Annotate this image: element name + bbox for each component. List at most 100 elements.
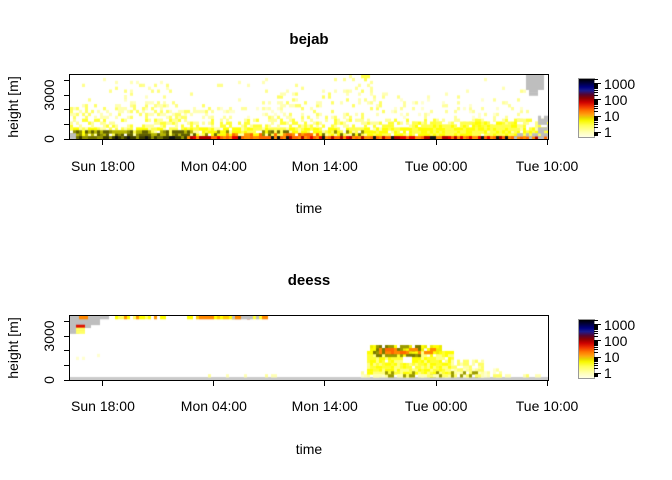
- axis-tick: [594, 110, 598, 112]
- legend-tick-label-100: 100: [604, 333, 628, 349]
- axis-tick: [594, 358, 598, 360]
- x-tick-labels-bejab: Sun 18:00 Mon 04:00 Mon 14:00 Tue 00:00 …: [0, 158, 672, 176]
- heatmap-deess: [70, 316, 548, 380]
- axis-tick: [594, 123, 598, 125]
- axis-tick: [64, 379, 70, 381]
- axis-tick: [594, 376, 598, 378]
- axis-tick: [594, 86, 598, 88]
- x-tick-label: Sun 18:00: [71, 398, 135, 414]
- axis-tick: [64, 335, 70, 337]
- axis-tick: [594, 135, 598, 137]
- y-tick-label-3000-deess: 3000: [41, 320, 57, 352]
- axis-tick: [594, 100, 598, 102]
- axis-tick: [213, 140, 215, 145]
- y-tick-label-0-bejab: 0: [41, 135, 57, 143]
- y-axis-label-bejab: height [m]: [5, 76, 21, 138]
- x-tick-labels-deess: Sun 18:00 Mon 04:00 Mon 14:00 Tue 00:00 …: [0, 398, 672, 416]
- axis-tick: [594, 325, 598, 327]
- axis-tick: [594, 342, 598, 343]
- axis-tick: [64, 364, 70, 366]
- x-tick-label: Tue 10:00: [515, 158, 579, 174]
- axis-tick: [64, 123, 70, 125]
- axis-tick: [594, 126, 598, 128]
- legend-tick-label-1: 1: [604, 365, 612, 381]
- axis-tick: [64, 350, 70, 352]
- legend-tick-label-10: 10: [604, 108, 620, 124]
- axis-tick: [594, 104, 598, 106]
- axis-tick: [594, 107, 598, 109]
- axis-tick: [594, 99, 601, 101]
- axis-tick: [594, 332, 598, 334]
- axis-tick: [594, 361, 598, 363]
- x-tick-label: Sun 18:00: [71, 158, 135, 174]
- x-axis-label-deess: time: [295, 441, 323, 457]
- x-tick-label: Mon 04:00: [180, 398, 247, 414]
- legend-colorbar-bejab: [578, 78, 595, 138]
- axis-tick: [594, 325, 598, 327]
- axis-tick: [594, 373, 598, 375]
- axis-tick: [594, 115, 601, 117]
- axis-tick: [594, 132, 598, 134]
- y-axis-label-deess: height [m]: [5, 317, 21, 379]
- axis-tick: [594, 367, 598, 369]
- axis-tick: [594, 374, 598, 376]
- axis-tick: [594, 117, 598, 119]
- axis-tick: [546, 140, 548, 145]
- axis-tick: [594, 78, 598, 80]
- plot-area-bejab: [69, 74, 549, 140]
- axis-tick: [594, 91, 598, 93]
- axis-tick: [594, 342, 598, 344]
- legend-colorbar-deess: [578, 319, 595, 379]
- x-axis-label-bejab: time: [295, 200, 323, 216]
- y-tick-label-3000-bejab: 3000: [41, 79, 57, 111]
- axis-tick: [594, 356, 601, 358]
- x-tick-label: Mon 14:00: [291, 158, 358, 174]
- axis-tick: [594, 346, 598, 348]
- axis-tick: [64, 109, 70, 111]
- axis-tick: [594, 88, 598, 90]
- axis-tick: [213, 381, 215, 386]
- axis-tick: [594, 326, 598, 328]
- axis-tick: [594, 85, 598, 87]
- axis-tick: [594, 116, 598, 118]
- axis-tick: [102, 140, 104, 145]
- axis-tick: [594, 327, 598, 329]
- axis-tick: [594, 375, 598, 377]
- axis-tick: [594, 330, 598, 332]
- axis-tick: [64, 80, 70, 82]
- axis-tick: [594, 351, 598, 353]
- axis-tick: [594, 359, 598, 361]
- axis-tick: [594, 84, 598, 86]
- x-tick-label: Tue 00:00: [404, 398, 468, 414]
- axis-tick: [594, 133, 598, 135]
- axis-tick: [594, 364, 598, 366]
- axis-tick: [594, 341, 598, 343]
- axis-tick: [594, 372, 601, 374]
- axis-tick: [594, 101, 598, 103]
- axis-tick: [594, 335, 598, 337]
- axis-tick: [594, 83, 601, 85]
- axis-tick: [594, 362, 598, 364]
- plot-area-deess: [69, 315, 549, 381]
- axis-tick: [594, 134, 598, 136]
- axis-tick: [64, 94, 70, 96]
- heatmap-bejab: [70, 75, 548, 139]
- axis-tick: [64, 321, 70, 323]
- axis-tick: [594, 89, 598, 91]
- x-tick-label: Mon 14:00: [291, 398, 358, 414]
- axis-tick: [594, 118, 598, 120]
- axis-tick: [324, 381, 326, 386]
- axis-tick: [594, 345, 598, 347]
- axis-tick: [594, 329, 598, 331]
- axis-tick: [594, 103, 598, 105]
- panel-title-deess: deess: [287, 272, 331, 289]
- axis-tick: [594, 105, 598, 107]
- x-tick-label: Tue 00:00: [404, 158, 468, 174]
- legend-tick-label-10: 10: [604, 349, 620, 365]
- axis-tick: [594, 131, 601, 133]
- legend-tick-label-1: 1: [604, 124, 612, 140]
- axis-tick: [594, 360, 598, 362]
- axis-tick: [64, 138, 70, 140]
- axis-tick: [594, 344, 598, 346]
